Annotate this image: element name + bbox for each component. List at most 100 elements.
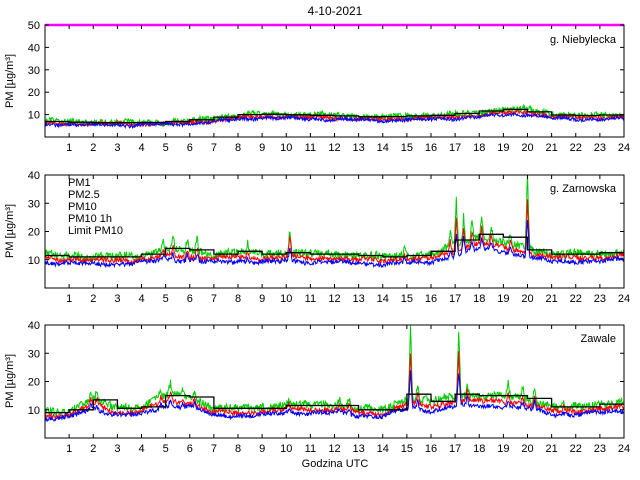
y-axis-label-panel3: PM [µg/m³] (4, 354, 16, 408)
series-pm1-line-panel-2 (45, 370, 624, 423)
x-tick-label: 24 (618, 142, 630, 154)
x-tick-label: 23 (594, 443, 606, 455)
axes-box-panel-1 (44, 174, 625, 289)
series-pm10-1h-step-panel-1 (45, 233, 624, 258)
x-tick-label: 7 (211, 293, 217, 305)
x-tick-label: 5 (163, 443, 169, 455)
x-tick-label: 2 (90, 443, 96, 455)
x-tick-label: 13 (353, 293, 365, 305)
x-tick-label: 9 (259, 142, 265, 154)
x-tick-label: 11 (305, 293, 316, 305)
x-tick-label: 9 (259, 443, 265, 455)
y-tick-label: 30 (28, 65, 40, 77)
x-tick-label: 18 (473, 443, 485, 455)
y-tick-label: 50 (28, 20, 40, 32)
x-tick-label: 8 (235, 443, 241, 455)
x-tick-label: 24 (618, 443, 630, 455)
panel-label-zarnowska: g. Zarnowska (550, 183, 617, 195)
x-tick-label: 15 (401, 293, 413, 305)
x-tick-label: 18 (473, 293, 485, 305)
x-tick-label: 11 (305, 142, 316, 154)
x-tick-label: 6 (187, 293, 193, 305)
x-tick-label: 11 (305, 443, 316, 455)
x-tick-label: 10 (280, 293, 292, 305)
series-pm1-line-panel-0 (45, 111, 624, 130)
y-axis-label-panel1: PM [µg/m³] (4, 54, 16, 108)
x-tick-label: 16 (425, 142, 437, 154)
x-tick-label: 17 (449, 293, 461, 305)
x-axis-label: Godzina UTC (302, 458, 369, 470)
x-tick-label: 4 (138, 443, 144, 455)
x-tick-label: 14 (377, 293, 389, 305)
x-tick-label: 21 (546, 443, 558, 455)
x-tick-label: 21 (546, 142, 558, 154)
x-tick-label: 20 (521, 443, 533, 455)
x-tick-label: 23 (594, 293, 606, 305)
x-tick-label: 1 (66, 443, 72, 455)
x-tick-label: 12 (328, 443, 340, 455)
panel-label-zawale: Zawale (581, 333, 616, 345)
chart-title: 4-10-2021 (308, 4, 363, 18)
x-tick-label: 5 (163, 293, 169, 305)
y-tick-label: 10 (28, 255, 40, 267)
legend-item-pm25: PM2.5 (68, 189, 100, 201)
x-tick-label: 2 (90, 293, 96, 305)
x-tick-label: 4 (138, 142, 144, 154)
x-tick-label: 24 (618, 293, 630, 305)
x-tick-label: 22 (570, 443, 582, 455)
x-tick-label: 10 (280, 142, 292, 154)
axes-box-panel-2 (44, 324, 625, 439)
x-tick-label: 13 (353, 443, 365, 455)
y-tick-label: 40 (28, 320, 40, 332)
x-tick-label: 22 (570, 142, 582, 154)
x-tick-label: 6 (187, 443, 193, 455)
x-tick-label: 9 (259, 293, 265, 305)
panel-label-niebylecka: g. Niebylecka (550, 34, 617, 46)
y-tick-label: 20 (28, 87, 40, 99)
legend-item-pm10-1h: PM10 1h (68, 213, 112, 225)
x-tick-label: 3 (114, 293, 120, 305)
x-tick-label: 19 (497, 293, 509, 305)
y-tick-label: 40 (28, 42, 40, 54)
series-pm10-line-panel-1 (45, 175, 624, 262)
panel-series-group-0 (45, 103, 624, 130)
x-tick-label: 14 (377, 443, 389, 455)
series-pm25-line-panel-2 (45, 351, 624, 421)
panel-series-group-1 (45, 175, 624, 269)
y-tick-label: 10 (28, 405, 40, 417)
x-tick-label: 17 (449, 142, 461, 154)
y-axis-label-panel2: PM [µg/m³] (4, 204, 16, 258)
x-tick-label: 6 (187, 142, 193, 154)
y-tick-label: 20 (28, 227, 40, 239)
series-pm10-1h-step-panel-2 (45, 393, 624, 414)
x-tick-label: 23 (594, 142, 606, 154)
x-tick-label: 8 (235, 142, 241, 154)
x-tick-label: 4 (138, 293, 144, 305)
y-tick-label: 30 (28, 198, 40, 210)
x-tick-label: 3 (114, 142, 120, 154)
x-tick-label: 16 (425, 293, 437, 305)
x-tick-label: 14 (377, 142, 389, 154)
x-tick-label: 15 (401, 142, 413, 154)
x-tick-label: 20 (521, 293, 533, 305)
series-pm1-line-panel-1 (45, 219, 624, 269)
y-tick-label: 40 (28, 170, 40, 182)
x-tick-label: 3 (114, 443, 120, 455)
panel-series-group-2 (45, 325, 624, 423)
x-tick-label: 1 (66, 293, 72, 305)
x-tick-label: 1 (66, 142, 72, 154)
x-tick-label: 7 (211, 443, 217, 455)
x-tick-label: 21 (546, 293, 558, 305)
x-tick-label: 19 (497, 443, 509, 455)
chart-canvas: 1 2 3 4 5 6 7 8 9 10 11 12 13 14 15 16 17 18 19 20 21 22 23 241… (28, 20, 630, 455)
y-tick-label: 30 (28, 348, 40, 360)
y-tick-label: 20 (28, 377, 40, 389)
x-tick-label: 16 (425, 443, 437, 455)
y-tick-label: 10 (28, 110, 40, 122)
x-tick-label: 12 (328, 142, 340, 154)
x-tick-label: 19 (497, 142, 509, 154)
legend-item-pm10: PM10 (68, 201, 97, 213)
x-tick-label: 12 (328, 293, 340, 305)
